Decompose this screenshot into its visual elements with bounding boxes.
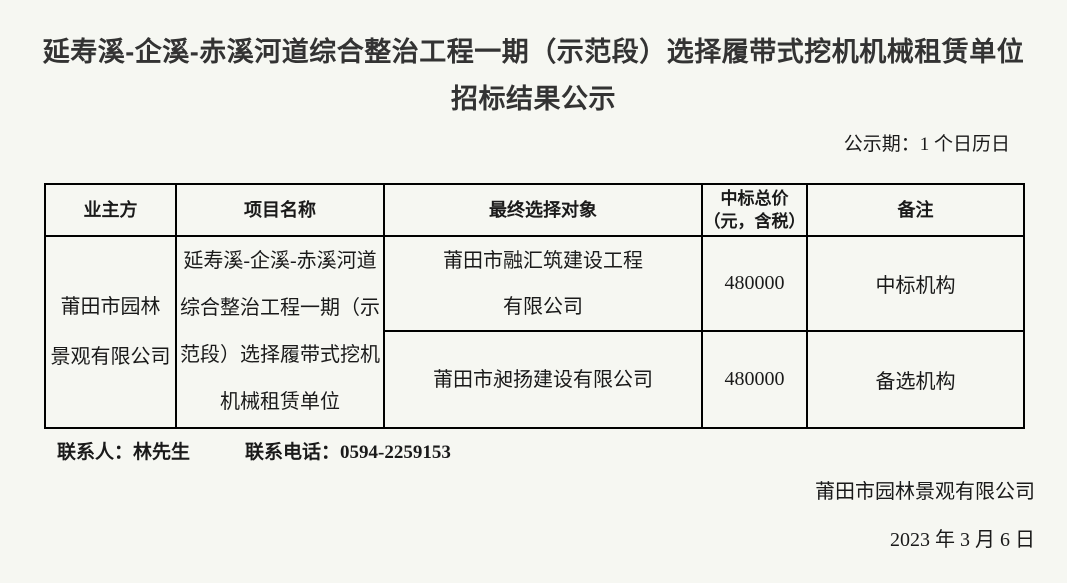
table-row-backup: 莆田市昶扬建设有限公司 480000 备选机构 <box>45 330 1025 429</box>
winner-company-line-1: 莆田市融汇筑建设工程 <box>443 249 643 272</box>
phone-number: 0594-2259153 <box>340 442 451 463</box>
owner-cell: 莆田市园林 景观有限公司 <box>44 235 177 429</box>
header-final-selection: 最终选择对象 <box>383 183 703 237</box>
contact-label: 联系人： <box>57 442 134 463</box>
winner-remark-cell: 中标机构 <box>806 235 1025 332</box>
project-name-line-1: 延寿溪-企溪-赤溪河道 <box>183 250 377 272</box>
winner-company-line-2: 有限公司 <box>503 295 583 318</box>
backup-remark-cell: 备选机构 <box>806 330 1025 429</box>
winner-company-cell: 莆田市融汇筑建设工程 有限公司 <box>383 235 703 332</box>
backup-price-cell: 480000 <box>701 330 808 429</box>
owner-line-2: 景观有限公司 <box>50 346 171 368</box>
bid-result-table: 业主方 项目名称 最终选择对象 中标总价 （元，含税） 备注 莆田市园林 景观有… <box>44 183 1025 429</box>
page-title-line-2: 招标结果公示 <box>451 84 616 114</box>
backup-company-cell: 莆田市昶扬建设有限公司 <box>383 330 703 429</box>
owner-line-1: 莆田市园林 <box>60 296 161 318</box>
project-name-line-3: 范段）选择履带式挖机 <box>180 344 380 366</box>
header-project-name: 项目名称 <box>175 183 385 237</box>
backup-company-line-1: 莆田市昶扬建设有限公司 <box>433 368 653 391</box>
signature-company: 莆田市园林景观有限公司 <box>815 481 1035 503</box>
header-winning-price-line-2: （元，含税） <box>703 212 806 231</box>
page-title-line-1: 延寿溪-企溪-赤溪河道综合整治工程一期（示范段）选择履带式挖机机械租赁单位 <box>42 37 1025 67</box>
signature-date: 2023 年 3 月 6 日 <box>890 529 1035 551</box>
table-header-row: 业主方 项目名称 最终选择对象 中标总价 （元，含税） 备注 <box>44 183 1025 237</box>
project-name-line-2: 综合整治工程一期（示 <box>180 297 380 319</box>
winner-price-cell: 480000 <box>701 235 808 332</box>
contact-line: 联系人：林先生 联系电话：0594-2259153 <box>57 441 451 465</box>
page-title: 延寿溪-企溪-赤溪河道综合整治工程一期（示范段）选择履带式挖机机械租赁单位 招标… <box>0 29 1067 123</box>
phone-label: 联系电话： <box>245 442 341 463</box>
project-name-cell: 延寿溪-企溪-赤溪河道 综合整治工程一期（示 范段）选择履带式挖机 机械租赁单位 <box>175 235 385 429</box>
contact-name: 林先生 <box>133 442 191 463</box>
header-owner: 业主方 <box>44 183 177 237</box>
header-winning-price: 中标总价 （元，含税） <box>701 183 808 237</box>
project-name-line-4: 机械租赁单位 <box>220 391 340 413</box>
notice-period: 公示期：1 个日历日 <box>843 134 1010 155</box>
header-remark: 备注 <box>806 183 1025 237</box>
table-row-winner: 莆田市园林 景观有限公司 延寿溪-企溪-赤溪河道 综合整治工程一期（示 范段）选… <box>44 235 1025 429</box>
header-winning-price-line-1: 中标总价 <box>720 189 789 208</box>
